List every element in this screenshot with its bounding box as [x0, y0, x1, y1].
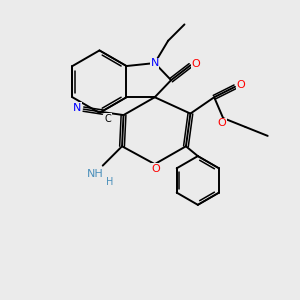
Text: O: O — [217, 118, 226, 128]
Text: O: O — [191, 59, 200, 69]
Text: C: C — [104, 114, 111, 124]
Text: O: O — [237, 80, 245, 90]
Text: O: O — [152, 164, 161, 174]
Text: N: N — [73, 103, 81, 112]
Text: NH: NH — [87, 169, 104, 179]
Text: N: N — [151, 58, 159, 68]
Text: H: H — [106, 177, 113, 187]
